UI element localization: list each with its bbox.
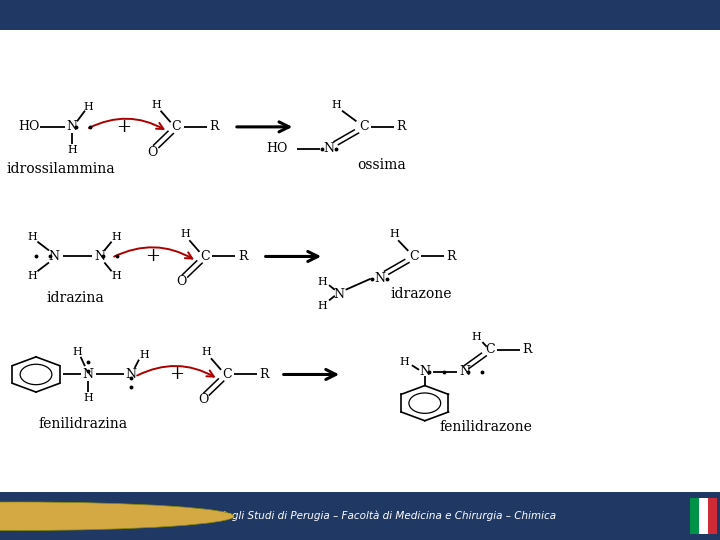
- Text: C: C: [485, 343, 495, 356]
- Text: H: H: [151, 100, 161, 110]
- Text: +: +: [169, 366, 184, 383]
- Text: R: R: [396, 120, 406, 133]
- Text: H: H: [317, 301, 327, 312]
- Text: H: H: [27, 232, 37, 242]
- Text: H: H: [83, 103, 93, 112]
- Text: +: +: [117, 118, 131, 136]
- Text: R: R: [209, 120, 219, 133]
- Text: fenilidrazina: fenilidrazina: [38, 417, 127, 431]
- Text: H: H: [389, 230, 399, 239]
- Text: H: H: [317, 277, 327, 287]
- Text: H: H: [139, 350, 149, 360]
- Text: N: N: [48, 250, 60, 263]
- Text: +: +: [145, 247, 160, 266]
- Text: H: H: [202, 347, 212, 357]
- Text: idrazina: idrazina: [47, 291, 104, 305]
- Text: N: N: [323, 142, 335, 155]
- Text: H: H: [73, 347, 83, 357]
- Circle shape: [0, 502, 234, 530]
- Text: ossima: ossima: [357, 158, 406, 172]
- Text: O: O: [176, 275, 186, 288]
- Text: C: C: [222, 368, 232, 381]
- Text: H: H: [331, 100, 341, 110]
- Text: H: H: [400, 356, 410, 367]
- Text: idrossilammina: idrossilammina: [7, 161, 115, 176]
- Bar: [690, 498, 699, 534]
- Text: R: R: [259, 368, 269, 381]
- Text: HO: HO: [266, 142, 288, 155]
- Text: N: N: [94, 250, 105, 263]
- Text: R: R: [446, 250, 456, 263]
- Text: N: N: [374, 272, 385, 285]
- Text: N: N: [66, 120, 78, 133]
- Bar: [699, 498, 708, 534]
- Text: Università degli Studi di Perugia – Facoltà di Medicina e Chirurgia – Chimica: Università degli Studi di Perugia – Faco…: [163, 510, 557, 521]
- Text: N: N: [82, 368, 94, 381]
- Text: HO: HO: [18, 120, 40, 133]
- Text: N: N: [333, 288, 344, 301]
- Text: O: O: [148, 146, 158, 159]
- Text: O: O: [198, 394, 208, 407]
- Text: idrazone: idrazone: [390, 287, 452, 301]
- Text: H: H: [27, 271, 37, 281]
- Text: H: H: [112, 271, 122, 281]
- Text: N: N: [125, 368, 137, 381]
- Text: C: C: [359, 120, 369, 133]
- Text: C: C: [409, 250, 419, 263]
- Text: fenilidrazone: fenilidrazone: [440, 420, 532, 434]
- Text: N: N: [459, 365, 470, 378]
- Text: C: C: [171, 120, 181, 133]
- Text: H: H: [67, 145, 77, 155]
- Text: H: H: [180, 230, 190, 239]
- Text: H: H: [472, 333, 482, 342]
- Text: N: N: [419, 365, 431, 378]
- Text: H: H: [83, 393, 93, 403]
- Bar: [708, 498, 717, 534]
- Text: H: H: [112, 232, 122, 242]
- Text: R: R: [238, 250, 248, 263]
- Text: R: R: [522, 343, 532, 356]
- Text: C: C: [200, 250, 210, 263]
